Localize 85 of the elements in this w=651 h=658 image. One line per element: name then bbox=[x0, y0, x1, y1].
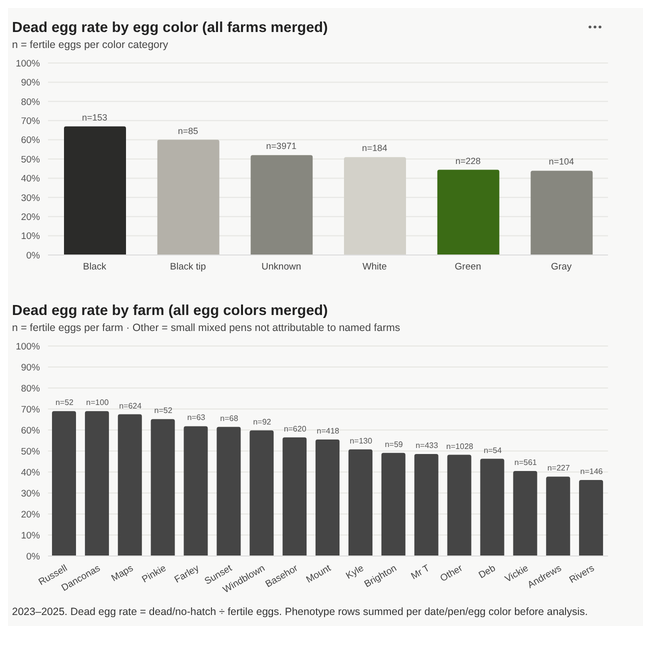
y-tick-label: 10% bbox=[20, 231, 41, 242]
y-tick-label: 30% bbox=[20, 192, 41, 204]
bar bbox=[546, 476, 570, 556]
bar bbox=[184, 426, 208, 556]
x-tick-label: Gray bbox=[551, 262, 572, 273]
y-tick-label: 90% bbox=[20, 78, 41, 89]
x-tick-label: Other bbox=[438, 562, 465, 584]
annotation: n=228 bbox=[455, 156, 481, 166]
y-tick-label: 60% bbox=[20, 425, 41, 436]
x-tick-label: Pinkie bbox=[140, 562, 168, 586]
y-tick-label: 80% bbox=[20, 383, 41, 394]
bar bbox=[316, 439, 340, 556]
x-tick-label: Mr T bbox=[409, 562, 432, 582]
bar bbox=[150, 419, 175, 556]
chart-subtitle: n = fertile eggs per farm · Other = small mixed pens not attributable to named farms bbox=[11, 322, 402, 334]
bar bbox=[480, 458, 504, 556]
bar bbox=[52, 411, 76, 556]
x-tick-label: White bbox=[362, 262, 387, 273]
x-tick-label: Black tip bbox=[170, 262, 206, 273]
bar bbox=[530, 170, 593, 255]
annotation: n=52 bbox=[55, 398, 74, 408]
bar bbox=[447, 454, 472, 556]
annotation: n=433 bbox=[416, 440, 439, 450]
annotation: n=624 bbox=[119, 401, 142, 410]
bar bbox=[579, 480, 604, 556]
annotation: n=85 bbox=[178, 126, 198, 136]
annotation: n=54 bbox=[484, 446, 502, 455]
y-tick-label: 50% bbox=[20, 154, 41, 166]
annotation: n=184 bbox=[362, 143, 388, 154]
annotation: n=227 bbox=[547, 464, 570, 473]
annotation: n=620 bbox=[284, 424, 307, 434]
y-tick-label: 70% bbox=[20, 404, 41, 416]
y-tick-label: 0% bbox=[26, 250, 41, 262]
annotation: n=153 bbox=[82, 112, 108, 122]
bar bbox=[344, 157, 406, 255]
bar bbox=[216, 426, 241, 556]
bar bbox=[381, 452, 406, 556]
y-tick-label: 0% bbox=[26, 551, 41, 562]
x-tick-label: Deb bbox=[476, 562, 498, 582]
y-tick-label: 30% bbox=[20, 488, 41, 500]
x-tick-label: Unknown bbox=[262, 262, 302, 273]
y-tick-label: 50% bbox=[20, 446, 41, 458]
annotation: n=52 bbox=[154, 406, 173, 416]
bar bbox=[513, 470, 538, 556]
bar bbox=[250, 155, 313, 255]
chart-subtitle: n = fertile eggs per color category bbox=[11, 39, 170, 51]
y-tick-label: 90% bbox=[20, 362, 41, 374]
annotation: n=418 bbox=[316, 426, 340, 436]
bar bbox=[282, 437, 307, 556]
bar bbox=[250, 430, 274, 556]
x-tick-label: Green bbox=[454, 262, 482, 273]
annotation: n=63 bbox=[187, 413, 206, 422]
annotation: n=146 bbox=[580, 466, 604, 476]
y-tick-label: 100% bbox=[16, 58, 41, 70]
x-tick-label: Maps bbox=[110, 562, 136, 584]
annotation: n=68 bbox=[220, 414, 239, 423]
y-tick-label: 20% bbox=[20, 509, 41, 520]
bar bbox=[414, 454, 438, 556]
y-tick-label: 70% bbox=[20, 116, 41, 127]
y-tick-label: 20% bbox=[20, 212, 41, 223]
annotation: n=92 bbox=[253, 417, 272, 426]
annotation: n=104 bbox=[548, 156, 574, 167]
bar bbox=[118, 414, 142, 556]
bar bbox=[157, 140, 220, 255]
y-tick-label: 40% bbox=[20, 467, 41, 478]
y-tick-label: 10% bbox=[20, 530, 41, 542]
annotation: n=561 bbox=[514, 458, 538, 467]
text: 2023–2025. Dead egg rate = dead/no-hatch ÷ fertile eggs. Phenotype rows summed per date/pen/egg color before analysis. bbox=[11, 606, 589, 618]
annotation: n=1028 bbox=[446, 442, 474, 451]
bar bbox=[437, 170, 500, 255]
x-tick-label: Kyle bbox=[344, 562, 366, 582]
annotation: n=130 bbox=[350, 436, 373, 446]
annotation: n=59 bbox=[384, 440, 404, 449]
bar bbox=[64, 126, 126, 255]
bar bbox=[348, 449, 372, 556]
chart-title: Dead egg rate by egg color (all farms merged) bbox=[11, 20, 329, 36]
bar bbox=[84, 411, 109, 556]
y-tick-label: 40% bbox=[20, 174, 41, 185]
y-tick-label: 60% bbox=[20, 135, 41, 146]
y-tick-label: 80% bbox=[20, 96, 41, 108]
x-tick-label: Black bbox=[83, 262, 107, 273]
chart-title: Dead egg rate by farm (all egg colors merged) bbox=[11, 303, 329, 319]
annotation: n=100 bbox=[86, 398, 110, 408]
y-tick-label: 100% bbox=[16, 341, 41, 352]
annotation: n=3971 bbox=[266, 141, 296, 152]
